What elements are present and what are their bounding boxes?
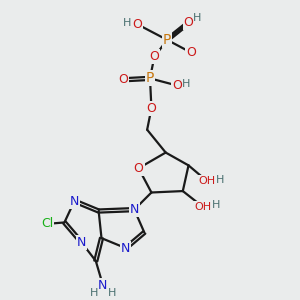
Text: N: N xyxy=(121,242,130,255)
Text: Cl: Cl xyxy=(41,218,53,230)
Text: N: N xyxy=(70,195,79,208)
Text: H: H xyxy=(108,288,116,298)
Text: P: P xyxy=(146,71,154,85)
Text: H: H xyxy=(90,288,98,298)
Text: H: H xyxy=(216,175,224,185)
Text: N: N xyxy=(130,203,139,216)
Text: O: O xyxy=(118,73,128,86)
Text: O: O xyxy=(134,162,143,175)
Text: H: H xyxy=(123,18,131,28)
Text: O: O xyxy=(146,102,156,115)
Text: OH: OH xyxy=(199,176,216,186)
Text: O: O xyxy=(172,79,182,92)
Text: OH: OH xyxy=(194,202,211,212)
Text: O: O xyxy=(149,50,159,64)
Text: O: O xyxy=(132,18,142,31)
Text: O: O xyxy=(184,16,194,29)
Text: P: P xyxy=(163,33,171,47)
Text: H: H xyxy=(193,13,201,22)
Text: H: H xyxy=(212,200,220,210)
Text: O: O xyxy=(186,46,196,59)
Text: N: N xyxy=(77,236,86,249)
Text: H: H xyxy=(182,79,190,89)
Text: N: N xyxy=(98,279,108,292)
